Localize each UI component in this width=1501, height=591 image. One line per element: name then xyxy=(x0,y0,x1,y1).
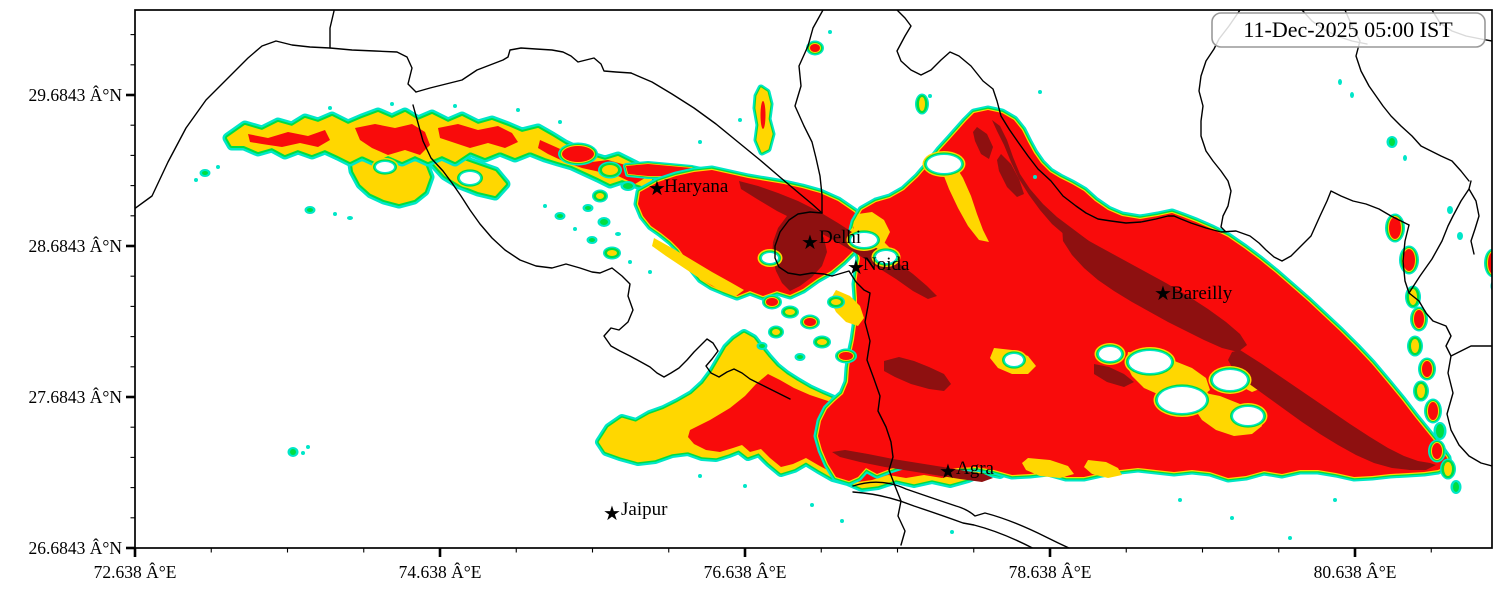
x-tick-label: 74.638 Â°E xyxy=(399,562,482,582)
city-label-noida: Noida xyxy=(863,254,910,275)
contour-fill-layers xyxy=(194,30,1492,540)
x-tick-label: 80.638 Â°E xyxy=(1314,562,1397,582)
timestamp: 11-Dec-2025 05:00 IST xyxy=(1243,17,1453,42)
city-star-haryana: ★ xyxy=(648,178,666,200)
city-label-haryana: Haryana xyxy=(664,176,729,197)
axes: 72.638 Â°E 74.638 Â°E 76.638 Â°E 78.638 Â°E… xyxy=(28,9,1493,582)
x-tick-label: 72.638 Â°E xyxy=(94,562,177,582)
y-tick-label: 27.6843 Â°N xyxy=(28,387,122,407)
plot-frame xyxy=(134,9,1493,549)
city-star-jaipur: ★ xyxy=(603,503,621,525)
x-tick-label: 76.638 Â°E xyxy=(704,562,787,582)
y-tick-label: 26.6843 Â°N xyxy=(28,538,122,558)
city-star-agra: ★ xyxy=(939,461,957,483)
city-markers: ★Haryana★ Delhi★Noida★ Bareilly★ Agra★ Jaipu… xyxy=(603,176,1233,525)
city-label-agra: Agra xyxy=(956,458,995,479)
city-label-delhi: Delhi xyxy=(819,227,861,248)
y-tick-label: 28.6843 Â°N xyxy=(28,236,122,256)
city-label-jaipur: Jaipur xyxy=(621,499,668,520)
city-star-delhi: ★ xyxy=(801,232,819,254)
city-label-bareilly: Bareilly xyxy=(1171,283,1233,304)
timestamp-frame xyxy=(1211,12,1486,48)
x-tick-label: 78.638 Â°E xyxy=(1009,562,1092,582)
y-tick-label: 29.6843 Â°N xyxy=(28,85,122,105)
city-star-bareilly: ★ xyxy=(1154,283,1172,305)
city-star-noida: ★ xyxy=(847,257,865,279)
timestamp-box: 11-Dec-2025 05:00 IST xyxy=(1211,12,1486,48)
